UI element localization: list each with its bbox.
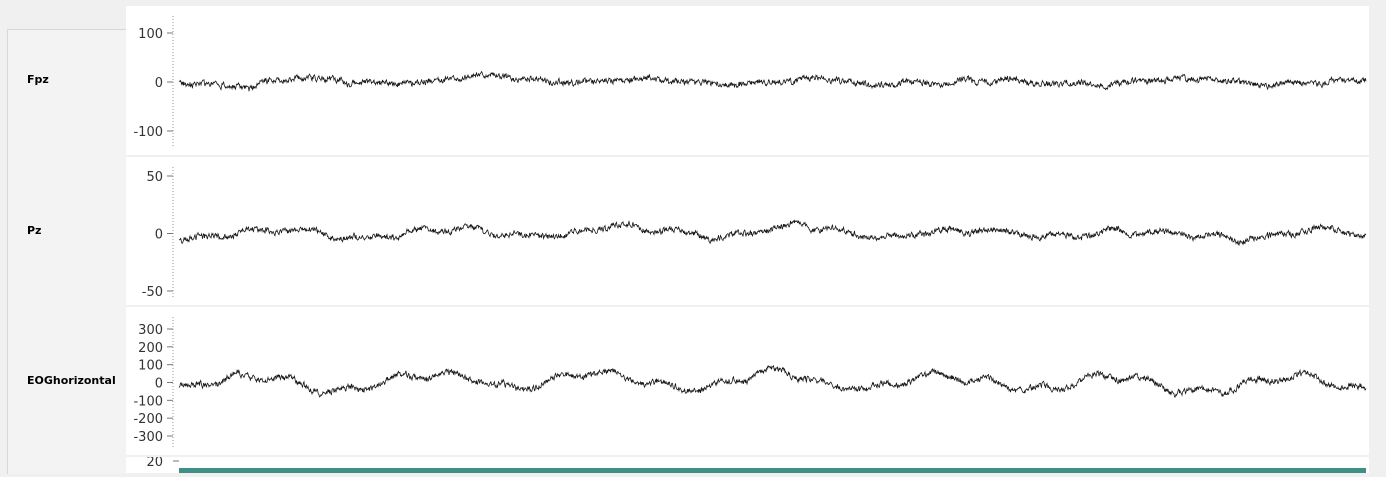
- signal-plot-area[interactable]: 100 0 -100 50 0 -50 300 200 100 0 -100 -200 -300 2…: [126, 4, 1369, 473]
- plot-panel-eog[interactable]: 300 200 100 0 -100 -200 -300: [126, 307, 1369, 455]
- y-tick-label: 0: [155, 377, 163, 392]
- channel-label-eog: EOGhorizontal: [27, 374, 116, 387]
- y-tick-label: -100: [133, 125, 163, 140]
- plot-fpz[interactable]: 100 0 -100: [126, 6, 1369, 155]
- y-tick-label: 100: [138, 359, 163, 374]
- channel-label-pz: Pz: [27, 224, 42, 237]
- channel-label-panel: [7, 29, 127, 474]
- plot-eog[interactable]: 300 200 100 0 -100 -200 -300: [126, 307, 1369, 455]
- y-tick-label: -50: [142, 285, 163, 300]
- y-tick-label: -300: [133, 430, 163, 445]
- signal-trace-eog: [178, 364, 1367, 398]
- plot-panel-pz[interactable]: 50 0 -50: [126, 157, 1369, 305]
- signal-trace-fpz: [178, 70, 1367, 92]
- plot-pz[interactable]: 50 0 -50: [126, 157, 1369, 305]
- y-tick-label: 0: [155, 228, 163, 243]
- signal-trace-pz: [178, 219, 1367, 247]
- spectrogram-plot[interactable]: 20: [126, 455, 1369, 473]
- scroll-gutter: [1369, 0, 1386, 473]
- channel-label-column: Fpz Pz EOGhorizontal: [0, 0, 127, 474]
- y-tick-label: 200: [138, 341, 163, 356]
- y-tick-label: -200: [133, 412, 163, 427]
- spectrogram-band: [179, 468, 1366, 473]
- y-tick-label: 20: [146, 457, 163, 470]
- plot-panel-spectrogram[interactable]: 20: [126, 455, 1369, 473]
- y-tick-label: 50: [146, 170, 163, 185]
- y-tick-label: 100: [138, 27, 163, 42]
- y-tick-label: 300: [138, 323, 163, 338]
- plot-panel-fpz[interactable]: 100 0 -100: [126, 6, 1369, 155]
- y-tick-label: 0: [155, 76, 163, 91]
- channel-label-fpz: Fpz: [27, 73, 49, 86]
- y-tick-label: -100: [133, 394, 163, 409]
